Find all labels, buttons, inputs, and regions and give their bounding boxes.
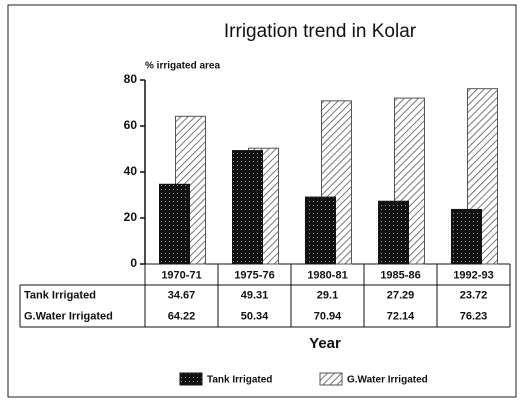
y-tick-label: 80 [124,72,138,86]
chart-title: Irrigation trend in Kolar [224,21,417,42]
y-tick-label: 60 [124,118,138,132]
bar [159,183,190,265]
table-value: 64.22 [168,310,196,322]
legend-label: G.Water Irrigated [347,375,428,386]
legend-swatch [319,372,343,386]
x-axis-label: Year [309,335,341,352]
table-value: 34.67 [168,289,196,301]
table-value: 76.23 [460,310,488,322]
x-tick-label: 1975-76 [234,269,274,281]
x-tick-label: 1992-93 [453,269,493,281]
table-value: 29.1 [317,289,338,301]
bar [378,200,409,265]
bar [232,150,263,265]
table-value: 50.34 [241,310,269,322]
x-tick-label: 1970-71 [161,269,201,281]
table-value: 72.14 [387,310,415,322]
x-tick-label: 1980-81 [307,269,347,281]
bar [451,208,482,265]
y-tick-label: 0 [130,256,137,270]
table-row-label: G.Water Irrigated [24,310,113,322]
y-tick-label: 20 [124,210,138,224]
table-row-label: Tank Irrigated [24,289,96,301]
table-value: 49.31 [241,289,269,301]
legend-label: Tank Irrigated [207,375,272,386]
x-tick-label: 1985-86 [380,269,420,281]
y-tick-label: 40 [124,164,138,178]
frame [7,4,517,398]
table-value: 70.94 [314,310,342,322]
legend-swatch [179,372,203,386]
table-value: 27.29 [387,289,415,301]
bar [305,196,336,265]
y-axis-label: % irrigated area [145,61,220,72]
table-value: 23.72 [460,289,488,301]
